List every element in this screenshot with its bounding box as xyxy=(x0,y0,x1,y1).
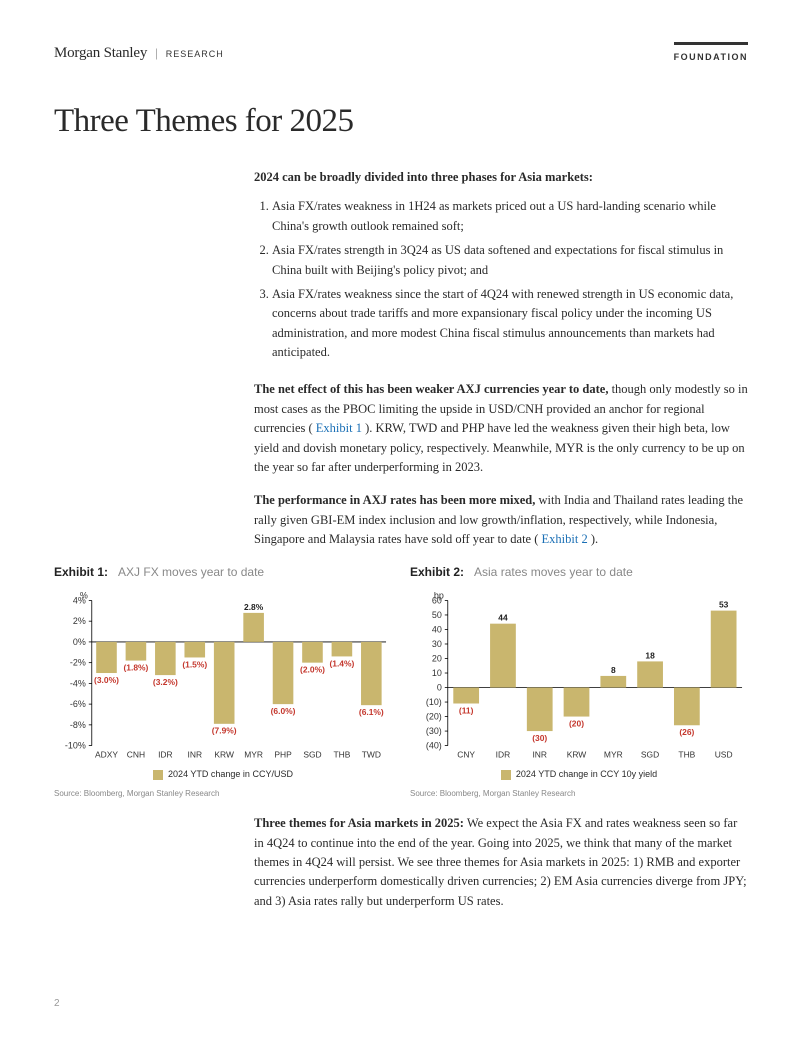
svg-text:0: 0 xyxy=(437,682,442,692)
svg-text:(3.2%): (3.2%) xyxy=(153,677,178,687)
exhibit1-title-row: Exhibit 1: AXJ FX moves year to date xyxy=(54,563,392,582)
svg-text:IDR: IDR xyxy=(496,749,511,759)
svg-text:-4%: -4% xyxy=(70,678,86,688)
svg-text:(2.0%): (2.0%) xyxy=(300,665,325,675)
brand-subtitle: RESEARCH xyxy=(166,49,224,59)
svg-text:18: 18 xyxy=(645,650,655,660)
para-themes: Three themes for Asia markets in 2025: W… xyxy=(254,814,748,911)
page-header: Morgan Stanley | RESEARCH FOUNDATION xyxy=(54,42,748,65)
exhibit2-link[interactable]: Exhibit 2 xyxy=(542,532,588,546)
svg-text:(1.5%): (1.5%) xyxy=(182,659,207,669)
svg-text:(30): (30) xyxy=(426,726,442,736)
exhibit1-box: Exhibit 1: AXJ FX moves year to date %-1… xyxy=(54,563,392,800)
svg-text:-10%: -10% xyxy=(65,741,86,751)
svg-text:(30): (30) xyxy=(532,733,547,743)
exhibit2-legend-text: 2024 YTD change in CCY 10y yield xyxy=(516,768,657,782)
svg-text:(7.9%): (7.9%) xyxy=(212,726,237,736)
exhibit1-source: Source: Bloomberg, Morgan Stanley Resear… xyxy=(54,788,392,800)
svg-text:SGD: SGD xyxy=(641,749,659,759)
list-item: Asia FX/rates weakness in 1H24 as market… xyxy=(272,197,748,236)
foundation-badge: FOUNDATION xyxy=(674,42,748,65)
para3-bold: The performance in AXJ rates has been mo… xyxy=(254,493,535,507)
svg-text:KRW: KRW xyxy=(567,749,587,759)
svg-text:CNY: CNY xyxy=(457,749,475,759)
brand-block: Morgan Stanley | RESEARCH xyxy=(54,45,224,62)
para4-bold: Three themes for Asia markets in 2025: xyxy=(254,816,464,830)
svg-text:(6.0%): (6.0%) xyxy=(271,706,296,716)
exhibit1-legend-text: 2024 YTD change in CCY/USD xyxy=(168,768,293,782)
svg-text:(10): (10) xyxy=(426,697,442,707)
body-content: 2024 can be broadly divided into three p… xyxy=(254,168,748,911)
svg-text:(1.4%): (1.4%) xyxy=(329,658,354,668)
svg-text:8: 8 xyxy=(611,665,616,675)
svg-text:40: 40 xyxy=(432,624,442,634)
exhibit2-chart: bp(40)(30)(20)(10)0102030405060(11)CNY44… xyxy=(410,586,748,766)
svg-text:44: 44 xyxy=(498,613,508,623)
para-fx: The net effect of this has been weaker A… xyxy=(254,380,748,477)
exhibit2-title-row: Exhibit 2: Asia rates moves year to date xyxy=(410,563,748,582)
legend-swatch-icon xyxy=(501,770,511,780)
svg-text:-8%: -8% xyxy=(70,720,86,730)
exhibit1-legend: 2024 YTD change in CCY/USD xyxy=(54,768,392,782)
svg-text:USD: USD xyxy=(715,749,733,759)
svg-text:(26): (26) xyxy=(679,727,694,737)
svg-text:MYR: MYR xyxy=(244,749,263,759)
svg-text:(6.1%): (6.1%) xyxy=(359,707,384,717)
svg-text:IDR: IDR xyxy=(158,749,173,759)
svg-text:(20): (20) xyxy=(426,712,442,722)
svg-text:20: 20 xyxy=(432,653,442,663)
svg-text:INR: INR xyxy=(188,749,203,759)
page-title: Three Themes for 2025 xyxy=(54,103,748,140)
para-rates: The performance in AXJ rates has been mo… xyxy=(254,491,748,549)
exhibit2-label: Exhibit 2: xyxy=(410,563,464,582)
svg-text:MYR: MYR xyxy=(604,749,623,759)
exhibit2-source: Source: Bloomberg, Morgan Stanley Resear… xyxy=(410,788,748,800)
exhibit1-label: Exhibit 1: xyxy=(54,563,108,582)
svg-text:0%: 0% xyxy=(73,637,86,647)
exhibit2-box: Exhibit 2: Asia rates moves year to date… xyxy=(410,563,748,800)
svg-text:2.8%: 2.8% xyxy=(244,602,264,612)
svg-text:(1.8%): (1.8%) xyxy=(123,662,148,672)
list-item: Asia FX/rates weakness since the start o… xyxy=(272,285,748,363)
exhibit1-chart: %-10%-8%-6%-4%-2%0%2%4%(3.0%)ADXY(1.8%)C… xyxy=(54,586,392,766)
svg-text:THB: THB xyxy=(678,749,695,759)
svg-text:ADXY: ADXY xyxy=(95,749,118,759)
exhibit1-desc: AXJ FX moves year to date xyxy=(118,563,264,582)
svg-text:60: 60 xyxy=(432,595,442,605)
svg-text:(20): (20) xyxy=(569,718,584,728)
svg-text:SGD: SGD xyxy=(303,749,321,759)
svg-text:-2%: -2% xyxy=(70,658,86,668)
svg-text:(3.0%): (3.0%) xyxy=(94,675,119,685)
svg-text:30: 30 xyxy=(432,639,442,649)
svg-text:4%: 4% xyxy=(73,595,86,605)
exhibit2-desc: Asia rates moves year to date xyxy=(474,563,633,582)
svg-text:(11): (11) xyxy=(459,705,474,715)
foundation-label: FOUNDATION xyxy=(674,52,748,62)
svg-text:TWD: TWD xyxy=(362,749,381,759)
svg-text:INR: INR xyxy=(532,749,547,759)
svg-text:CNH: CNH xyxy=(127,749,145,759)
para2-bold: The net effect of this has been weaker A… xyxy=(254,382,608,396)
svg-text:KRW: KRW xyxy=(214,749,234,759)
legend-swatch-icon xyxy=(153,770,163,780)
exhibit1-link[interactable]: Exhibit 1 xyxy=(316,421,362,435)
list-item: Asia FX/rates strength in 3Q24 as US dat… xyxy=(272,241,748,280)
phases-list: Asia FX/rates weakness in 1H24 as market… xyxy=(272,197,748,362)
svg-text:50: 50 xyxy=(432,610,442,620)
charts-row: Exhibit 1: AXJ FX moves year to date %-1… xyxy=(54,563,748,800)
page-number: 2 xyxy=(54,998,60,1009)
para3-text-b: ). xyxy=(588,532,598,546)
svg-text:53: 53 xyxy=(719,600,729,610)
brand-name: Morgan Stanley xyxy=(54,45,147,62)
svg-text:(40): (40) xyxy=(426,741,442,751)
svg-text:PHP: PHP xyxy=(274,749,292,759)
svg-text:-6%: -6% xyxy=(70,699,86,709)
svg-text:2%: 2% xyxy=(73,616,86,626)
svg-text:10: 10 xyxy=(432,668,442,678)
svg-text:THB: THB xyxy=(333,749,350,759)
brand-separator: | xyxy=(155,45,158,61)
intro-bold: 2024 can be broadly divided into three p… xyxy=(254,168,748,187)
exhibit2-legend: 2024 YTD change in CCY 10y yield xyxy=(410,768,748,782)
